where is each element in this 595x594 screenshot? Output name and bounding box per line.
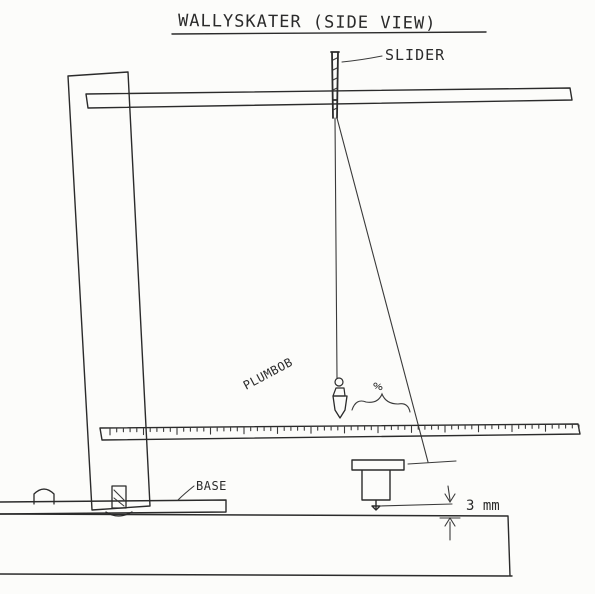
base-plate [0, 499, 227, 515]
plumb-line [334, 117, 338, 379]
scale-bar [99, 423, 581, 441]
floor-top [0, 513, 511, 577]
title-underline [171, 31, 487, 35]
probe-bracket [351, 459, 405, 511]
floor-bottom [0, 573, 513, 577]
post-clamp-hatch [113, 489, 125, 507]
string-anchor-line [407, 460, 457, 465]
vertical-post [67, 71, 151, 511]
plumbob-top [332, 387, 346, 397]
scale-ticks [109, 424, 580, 436]
offset-percent-label: % [372, 379, 385, 396]
slider-hatch [332, 57, 338, 111]
offset-brace [351, 392, 411, 413]
base-label: BASE [196, 479, 227, 493]
plumbob-label: PLUMBOB [241, 355, 295, 393]
slider-label: SLIDER [385, 46, 445, 64]
plumbob-weight [332, 395, 348, 419]
post-clamp [105, 485, 133, 517]
diagonal-string [336, 117, 429, 463]
plumbob-ring [334, 377, 344, 387]
gap-dimension [377, 485, 461, 541]
base-leader [177, 485, 195, 501]
slider-block [330, 51, 340, 119]
diagram-title: WALLYSKATER (SIDE VIEW) [178, 11, 437, 34]
top-beam [85, 87, 573, 109]
base-knob [33, 488, 55, 505]
slider-leader [341, 55, 383, 63]
gap-label: 3 mm [466, 498, 500, 514]
